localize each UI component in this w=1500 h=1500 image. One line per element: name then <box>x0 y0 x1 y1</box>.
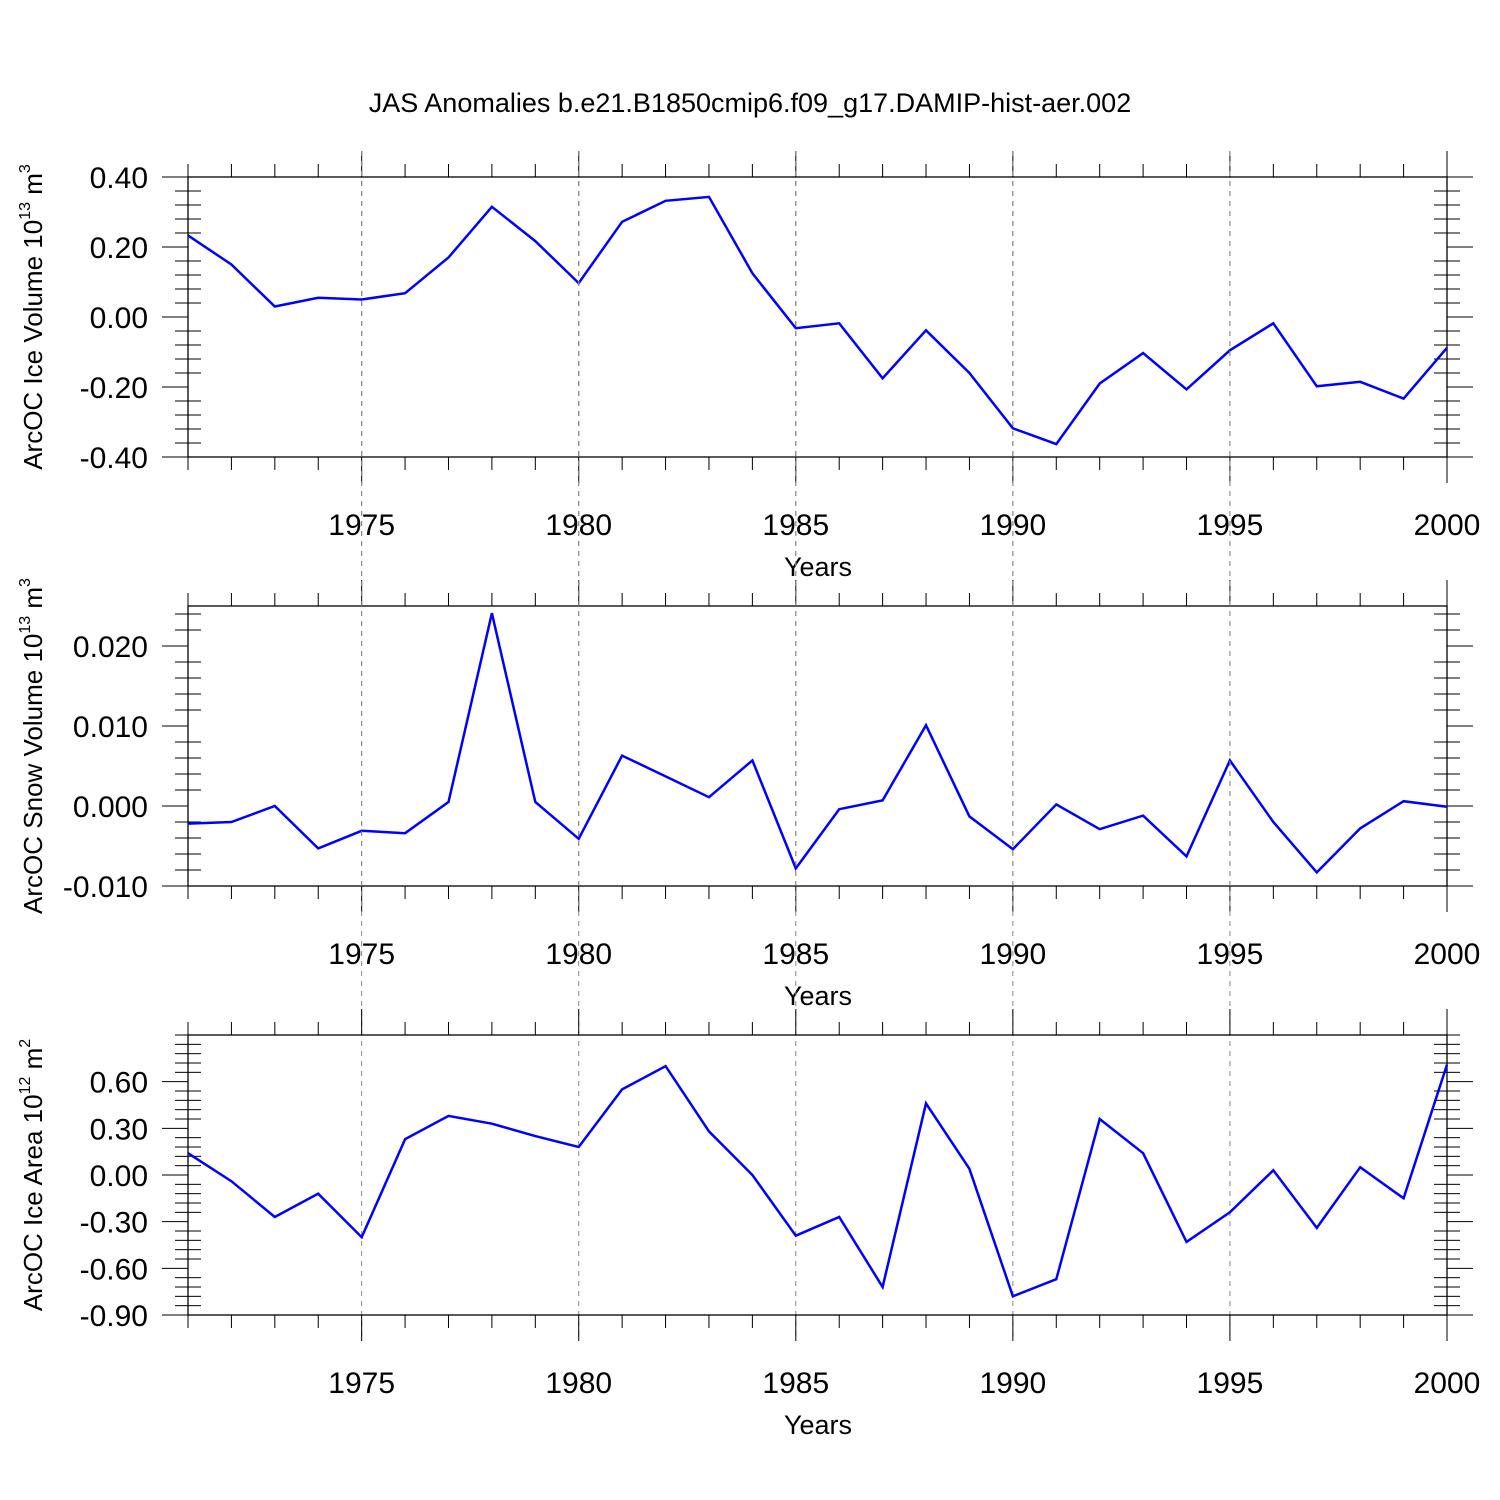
y-tick-label: 0.00 <box>90 1160 148 1193</box>
x-tick-label: 1995 <box>1197 1367 1264 1400</box>
y-tick-label: 0.010 <box>73 711 148 744</box>
x-axis-label: Years <box>784 552 852 582</box>
y-axis-label: ArcOC Ice Area 1012 m2 <box>17 1039 48 1311</box>
x-tick-label: 1980 <box>545 1367 612 1400</box>
y-tick-label: 0.40 <box>90 162 148 195</box>
y-tick-label: -0.30 <box>80 1207 148 1240</box>
series-line <box>187 195 1448 446</box>
plot-frame <box>187 1034 1448 1316</box>
series-line <box>187 1064 1449 1298</box>
x-axis-label: Years <box>784 981 852 1011</box>
x-tick-label: 1975 <box>328 1367 395 1400</box>
plot-frame <box>187 605 1448 887</box>
y-axis-label: ArcOC Snow Volume 1013 m3 <box>17 578 48 914</box>
y-tick-label: 0.30 <box>90 1113 148 1146</box>
x-tick-label: 2000 <box>1414 509 1481 542</box>
y-tick-label: -0.90 <box>80 1300 148 1333</box>
y-tick-label: -0.010 <box>63 871 148 904</box>
y-tick-label: 0.00 <box>90 302 148 335</box>
y-axis-label: ArcOC Ice Volume 1013 m3 <box>17 164 48 470</box>
panel-3: -0.90 -0.60 -0.30 0.00 0.30 0.60 1975 1980 1985 1… <box>17 151 1480 1440</box>
x-tick-label: 1990 <box>979 1367 1046 1400</box>
series-line <box>187 612 1448 875</box>
x-axis-label: Years <box>784 1410 852 1440</box>
plot-frame <box>187 176 1448 458</box>
x-tick-label: 2000 <box>1414 1367 1481 1400</box>
y-tick-label: 0.000 <box>73 791 148 824</box>
y-tick-label: 0.60 <box>90 1067 148 1100</box>
y-tick-label: 0.020 <box>73 631 148 664</box>
y-tick-label: 0.20 <box>90 232 148 265</box>
panels-group: -0.40 -0.20 0.00 0.20 0.40 1975 1980 1985 1990 19… <box>17 151 1480 1440</box>
chart-title: JAS Anomalies b.e21.B1850cmip6.f09_g17.D… <box>369 88 1131 118</box>
x-tick-label: 1985 <box>762 1367 829 1400</box>
x-tick-label: 2000 <box>1414 938 1481 971</box>
y-tick-label: -0.60 <box>80 1253 148 1286</box>
y-tick-label: -0.20 <box>80 372 148 405</box>
y-tick-label: -0.40 <box>80 442 148 475</box>
